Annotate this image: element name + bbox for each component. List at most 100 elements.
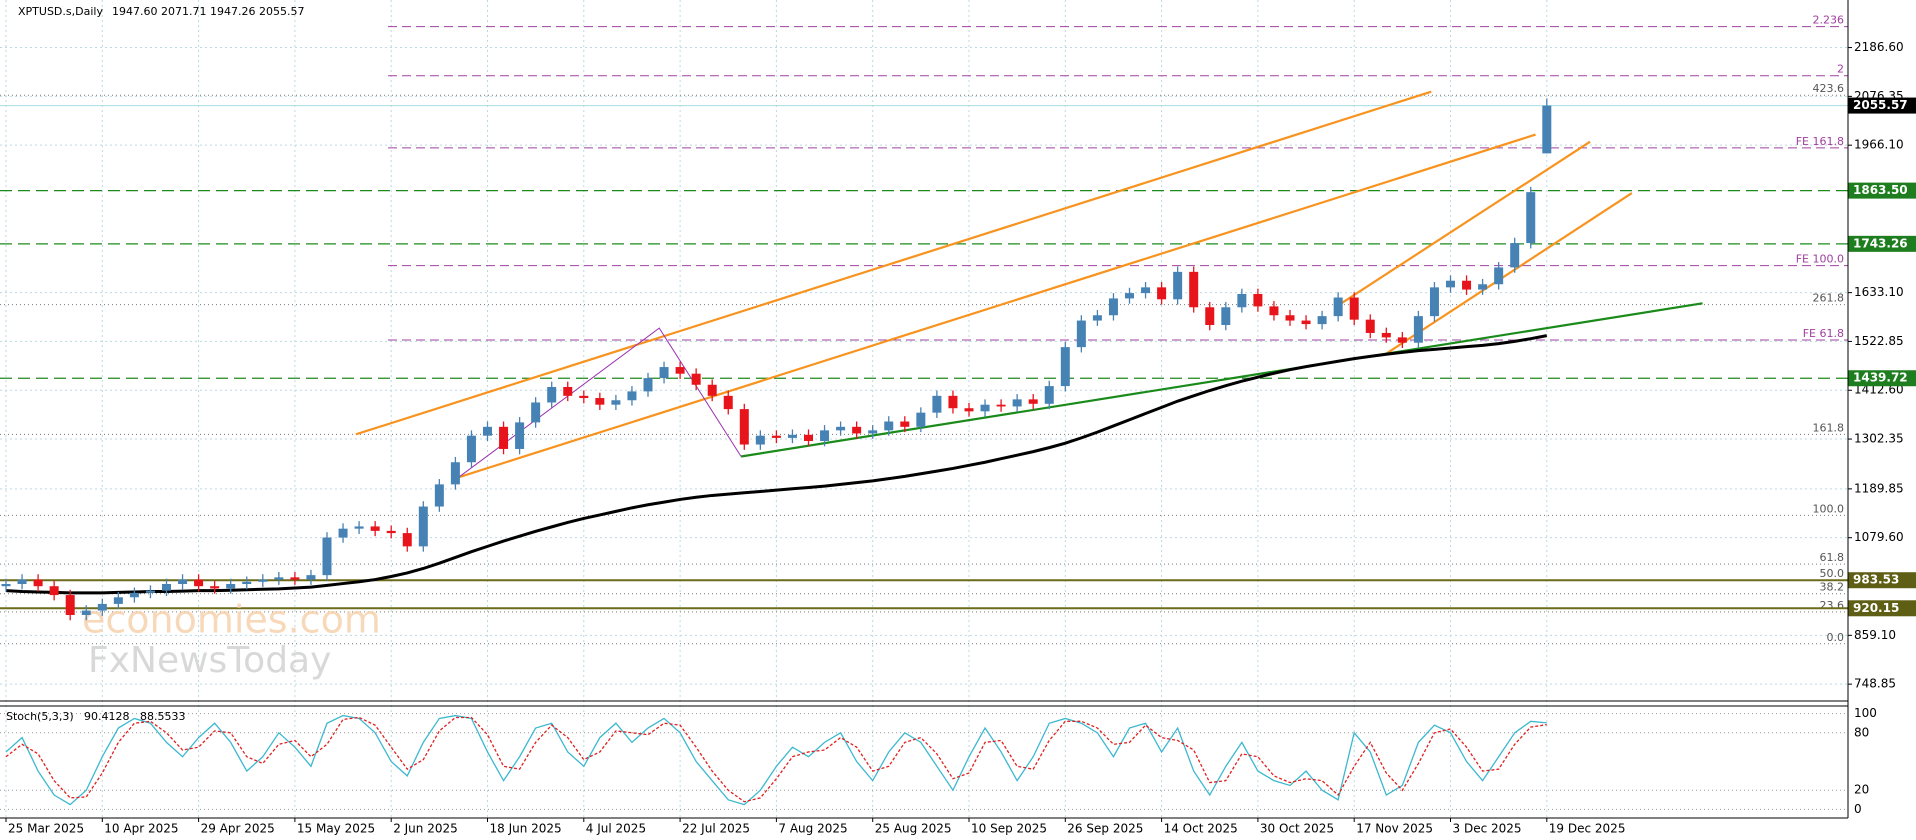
trendline xyxy=(740,302,1703,458)
candle-body xyxy=(129,592,139,598)
y-tick-label: 1079.60 xyxy=(1854,530,1904,544)
support-level-label: 1439.72 xyxy=(1853,371,1908,385)
fib-level-label: 38.2 xyxy=(1820,581,1845,594)
candle-body xyxy=(787,434,797,438)
candle-body xyxy=(1221,307,1231,325)
fib-expansion-label: 2.236 xyxy=(1813,14,1845,27)
candle-body xyxy=(434,484,444,507)
candle-body xyxy=(1542,105,1552,154)
candle-body xyxy=(402,533,412,547)
candle-body xyxy=(868,430,878,434)
candle-body xyxy=(531,402,541,423)
fib-expansion-label: FE 61.8 xyxy=(1803,327,1844,340)
fib-level-label: 423.6 xyxy=(1813,82,1845,95)
candle-body xyxy=(547,386,557,403)
watermark: FxNewsToday xyxy=(88,640,331,681)
indicator-tick-label: 100 xyxy=(1854,706,1877,720)
fib-level-label: 261.8 xyxy=(1813,292,1845,305)
candle-body xyxy=(916,412,926,427)
fib-level-label: 161.8 xyxy=(1813,421,1845,434)
support-level-badge xyxy=(1848,235,1916,252)
candle-body xyxy=(370,526,380,531)
candle-body xyxy=(1526,192,1536,244)
ohlc-values: 1947.60 2071.71 1947.26 2055.57 xyxy=(112,5,304,18)
candle-body xyxy=(515,422,525,449)
indicator-line xyxy=(5,714,1547,806)
candle-body xyxy=(563,386,573,396)
candle-body xyxy=(354,526,364,529)
candle-body xyxy=(1446,280,1455,288)
candle-body xyxy=(418,506,428,547)
candle-body xyxy=(33,579,43,587)
indicator-title: Stoch(5,3,3) xyxy=(6,710,74,723)
candle-body xyxy=(1301,320,1311,325)
current-price-label: 2055.57 xyxy=(1853,98,1908,112)
x-tick-label: 25 Aug 2025 xyxy=(875,822,952,836)
candle-body xyxy=(499,426,509,449)
indicator-value: 88.5533 xyxy=(140,710,186,723)
fib-level-label: 100.0 xyxy=(1813,502,1845,515)
x-tick-label: 18 Jun 2025 xyxy=(490,822,562,836)
x-tick-label: 14 Oct 2025 xyxy=(1164,822,1238,836)
candle-body xyxy=(1205,307,1215,325)
candle-body xyxy=(659,367,669,379)
candle-body xyxy=(996,404,1006,407)
candle-body xyxy=(1189,271,1199,308)
candle-body xyxy=(1076,320,1086,348)
candle-body xyxy=(1,583,11,587)
candle-body xyxy=(1478,284,1488,290)
candle-body xyxy=(707,384,717,396)
x-tick-label: 17 Nov 2025 xyxy=(1356,822,1433,836)
candle-body xyxy=(1349,297,1359,320)
candle-body xyxy=(258,579,268,582)
candle-body xyxy=(884,421,894,431)
candle-body xyxy=(1462,280,1472,290)
candle-body xyxy=(595,398,605,405)
y-tick-label: 2186.60 xyxy=(1854,40,1904,54)
x-tick-label: 29 Apr 2025 xyxy=(201,822,275,836)
candle-body xyxy=(1333,297,1343,317)
trendline xyxy=(1340,140,1591,305)
candle-body xyxy=(162,583,171,591)
watermark: economies.com xyxy=(82,598,381,642)
fib-expansion-label: 2 xyxy=(1837,63,1844,76)
fib-expansion-label: FE 161.8 xyxy=(1796,135,1844,148)
candle-body xyxy=(1397,337,1407,343)
candle-body xyxy=(948,395,958,409)
fib-expansion-label: FE 100.0 xyxy=(1796,253,1844,266)
chart-title: XPTUSD.s,Daily xyxy=(18,5,103,18)
candle-body xyxy=(1381,332,1391,338)
candle-body xyxy=(1125,293,1134,299)
support-level-label: 1863.50 xyxy=(1853,183,1908,197)
trendline xyxy=(355,90,1432,436)
candle-body xyxy=(579,395,589,399)
candle-body xyxy=(836,426,846,431)
x-tick-label: 15 May 2025 xyxy=(297,822,375,836)
indicator-line xyxy=(5,716,1547,803)
current-price-badge xyxy=(1848,97,1916,114)
candle-body xyxy=(900,421,910,427)
x-tick-label: 25 Mar 2025 xyxy=(8,822,84,836)
candle-body xyxy=(290,577,300,580)
candle-body xyxy=(643,378,653,392)
olive-level-label: 983.53 xyxy=(1853,573,1899,587)
candle-body xyxy=(322,537,332,576)
candle-body xyxy=(611,400,621,405)
fib-level-label: 50.0 xyxy=(1820,567,1845,580)
candle-body xyxy=(820,430,830,441)
candle-body xyxy=(627,391,637,401)
y-tick-label: 859.10 xyxy=(1854,628,1896,642)
candle-body xyxy=(1429,287,1439,317)
olive-level-badge xyxy=(1848,572,1916,589)
candle-body xyxy=(1173,271,1183,300)
candle-body xyxy=(306,575,316,580)
y-tick-label: 1189.85 xyxy=(1854,481,1904,495)
candle-body xyxy=(1092,315,1102,321)
candle-body xyxy=(980,404,990,412)
x-tick-label: 10 Sep 2025 xyxy=(971,822,1047,836)
candle-body xyxy=(483,426,492,436)
candle-body xyxy=(97,603,107,611)
support-level-badge xyxy=(1848,182,1916,199)
y-tick-label: 1522.85 xyxy=(1854,334,1904,348)
